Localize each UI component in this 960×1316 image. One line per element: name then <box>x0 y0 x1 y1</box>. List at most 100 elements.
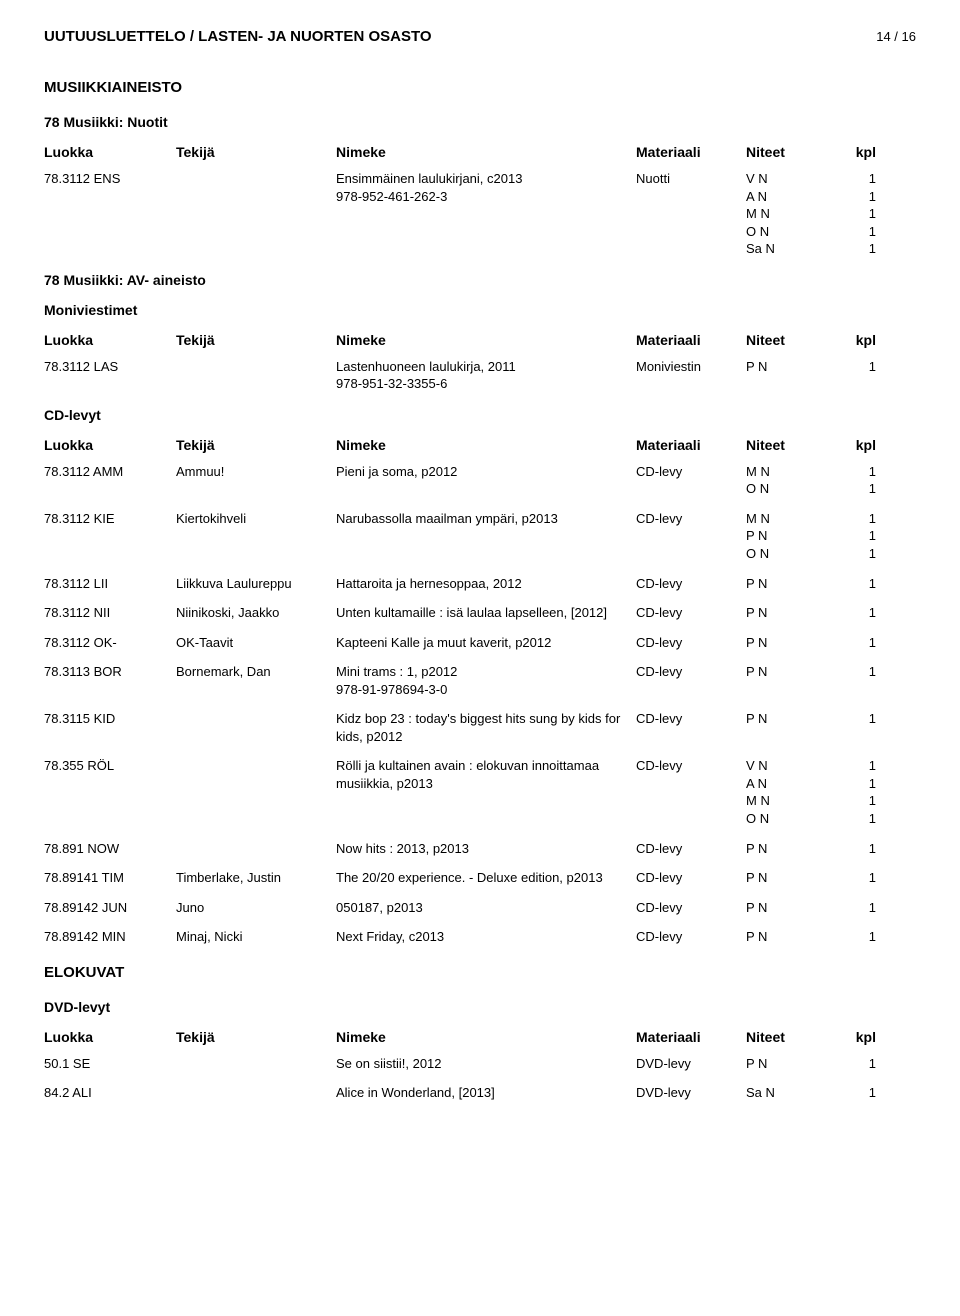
table-header: LuokkaTekijäNimekeMateriaaliNiteetkpl <box>44 437 916 453</box>
cell-luokka: 78.891 NOW <box>44 840 176 858</box>
cell-nimeke: Pieni ja soma, p2012 <box>336 463 636 498</box>
section-subheading: DVD-levyt <box>44 999 916 1015</box>
column-header-nimeke: Nimeke <box>336 144 636 160</box>
cell-materiaali: DVD-levy <box>636 1084 746 1102</box>
niteet-kpl: 1 <box>836 928 876 946</box>
column-header-kpl: kpl <box>836 332 876 348</box>
niteet-kpl: 1 <box>836 510 876 528</box>
table-row: 50.1 SESe on siistii!, 2012DVD-levyP N1 <box>44 1055 916 1073</box>
cell-materiaali: CD-levy <box>636 710 746 745</box>
cell-tekija: Timberlake, Justin <box>176 869 336 887</box>
section-heading-2: 78 Musiikki: AV- aineisto <box>44 272 916 288</box>
niteet-line: M N1 <box>746 792 876 810</box>
cell-materiaali: CD-levy <box>636 604 746 622</box>
cell-nimeke: Rölli ja kultainen avain : elokuvan inno… <box>336 757 636 827</box>
cell-materiaali: CD-levy <box>636 840 746 858</box>
niteet-kpl: 1 <box>836 775 876 793</box>
page-number: 14 / 16 <box>876 29 916 44</box>
niteet-block: P N1 <box>746 869 876 887</box>
table-row: 78.3112 ENSEnsimmäinen laulukirjani, c20… <box>44 170 916 258</box>
column-header-kpl: kpl <box>836 144 876 160</box>
niteet-line: P N1 <box>746 604 876 622</box>
niteet-kpl: 1 <box>836 634 876 652</box>
cell-nimeke: Se on siistii!, 2012 <box>336 1055 636 1073</box>
niteet-line: A N1 <box>746 775 876 793</box>
niteet-block: P N1 <box>746 899 876 917</box>
niteet-label: O N <box>746 480 836 498</box>
cell-nimeke: Alice in Wonderland, [2013] <box>336 1084 636 1102</box>
niteet-kpl: 1 <box>836 188 876 206</box>
niteet-line: M N1 <box>746 463 876 481</box>
column-header-luokka: Luokka <box>44 437 176 453</box>
cell-tekija: Juno <box>176 899 336 917</box>
table-row: 78.891 NOWNow hits : 2013, p2013CD-levyP… <box>44 840 916 858</box>
section-subheading: Moniviestimet <box>44 302 916 318</box>
document-header: UUTUUSLUETTELO / LASTEN- JA NUORTEN OSAS… <box>44 28 916 45</box>
cell-materiaali: CD-levy <box>636 663 746 698</box>
niteet-line: P N1 <box>746 899 876 917</box>
niteet-kpl: 1 <box>836 1084 876 1102</box>
cell-nimeke: Kapteeni Kalle ja muut kaverit, p2012 <box>336 634 636 652</box>
niteet-label: P N <box>746 604 836 622</box>
niteet-block: Sa N1 <box>746 1084 876 1102</box>
cell-nimeke: Unten kultamaille : isä laulaa lapsellee… <box>336 604 636 622</box>
cell-luokka: 78.89142 JUN <box>44 899 176 917</box>
niteet-kpl: 1 <box>836 663 876 681</box>
niteet-label: P N <box>746 1055 836 1073</box>
cell-tekija <box>176 757 336 827</box>
niteet-block: V N1A N1M N1O N1 <box>746 757 876 827</box>
niteet-label: M N <box>746 510 836 528</box>
table-row: 78.3112 AMMAmmuu!Pieni ja soma, p2012CD-… <box>44 463 916 498</box>
column-header-niteet: Niteet <box>746 1029 836 1045</box>
niteet-label: Sa N <box>746 240 836 258</box>
cell-materiaali: CD-levy <box>636 899 746 917</box>
cell-tekija <box>176 1084 336 1102</box>
cell-materiaali: Nuotti <box>636 170 746 258</box>
niteet-block: P N1 <box>746 575 876 593</box>
cell-nimeke: 050187, p2013 <box>336 899 636 917</box>
table-row: 78.3112 NIINiinikoski, JaakkoUnten kulta… <box>44 604 916 622</box>
cell-nimeke: Next Friday, c2013 <box>336 928 636 946</box>
cell-materiaali: CD-levy <box>636 869 746 887</box>
niteet-label: A N <box>746 775 836 793</box>
column-header-tekija: Tekijä <box>176 332 336 348</box>
section-subheading: CD-levyt <box>44 407 916 423</box>
cell-tekija: Niinikoski, Jaakko <box>176 604 336 622</box>
niteet-kpl: 1 <box>836 463 876 481</box>
cell-luokka: 78.89141 TIM <box>44 869 176 887</box>
table-row: 78.3113 BORBornemark, DanMini trams : 1,… <box>44 663 916 698</box>
cell-nimeke: Now hits : 2013, p2013 <box>336 840 636 858</box>
column-header-tekija: Tekijä <box>176 437 336 453</box>
niteet-kpl: 1 <box>836 869 876 887</box>
niteet-line: Sa N1 <box>746 1084 876 1102</box>
niteet-kpl: 1 <box>836 170 876 188</box>
table-row: 78.89141 TIMTimberlake, JustinThe 20/20 … <box>44 869 916 887</box>
document-title: UUTUUSLUETTELO / LASTEN- JA NUORTEN OSAS… <box>44 28 432 45</box>
column-header-niteet: Niteet <box>746 437 836 453</box>
niteet-kpl: 1 <box>836 240 876 258</box>
cell-luokka: 78.89142 MIN <box>44 928 176 946</box>
cell-nimeke: Ensimmäinen laulukirjani, c2013978-952-4… <box>336 170 636 258</box>
table-row: 78.89142 MINMinaj, NickiNext Friday, c20… <box>44 928 916 946</box>
table-header: LuokkaTekijäNimekeMateriaaliNiteetkpl <box>44 1029 916 1045</box>
niteet-label: M N <box>746 792 836 810</box>
cell-tekija: Bornemark, Dan <box>176 663 336 698</box>
niteet-kpl: 1 <box>836 575 876 593</box>
niteet-line: O N1 <box>746 480 876 498</box>
column-header-niteet: Niteet <box>746 332 836 348</box>
niteet-label: O N <box>746 223 836 241</box>
cell-luokka: 78.3112 LAS <box>44 358 176 393</box>
cell-luokka: 78.3112 LII <box>44 575 176 593</box>
cell-nimeke: The 20/20 experience. - Deluxe edition, … <box>336 869 636 887</box>
section-heading-1: ELOKUVAT <box>44 964 916 981</box>
cell-tekija: Minaj, Nicki <box>176 928 336 946</box>
niteet-kpl: 1 <box>836 205 876 223</box>
niteet-kpl: 1 <box>836 527 876 545</box>
cell-tekija: Ammuu! <box>176 463 336 498</box>
cell-tekija <box>176 840 336 858</box>
niteet-block: P N1 <box>746 1055 876 1073</box>
niteet-kpl: 1 <box>836 480 876 498</box>
table-row: 78.89142 JUNJuno050187, p2013CD-levyP N1 <box>44 899 916 917</box>
cell-tekija: OK-Taavit <box>176 634 336 652</box>
niteet-line: M N1 <box>746 205 876 223</box>
